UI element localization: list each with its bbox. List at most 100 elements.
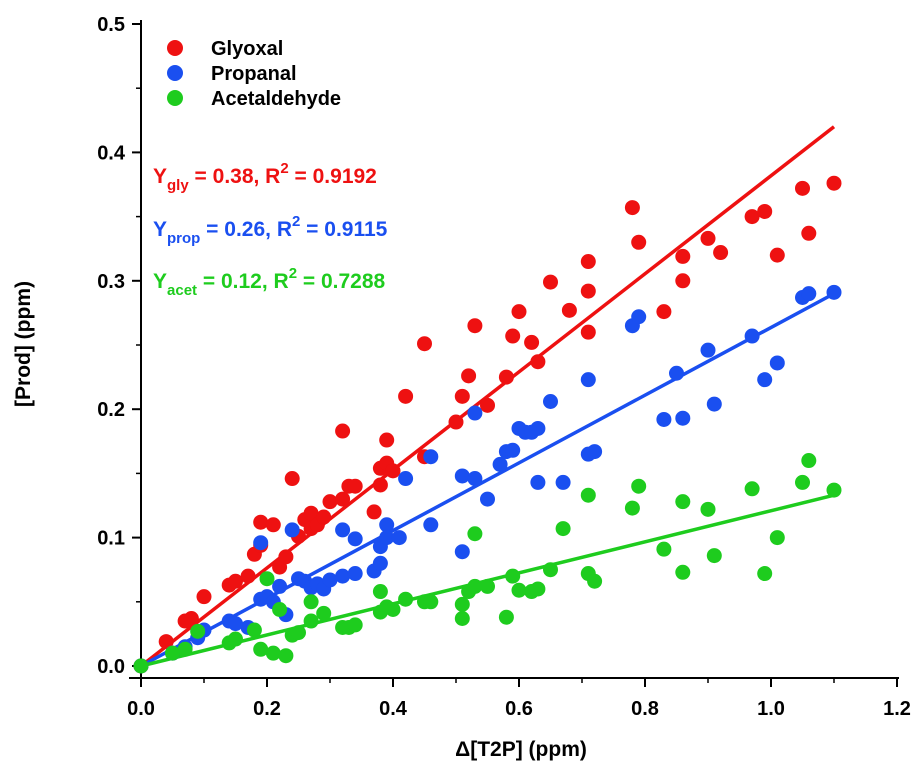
point-glyoxal: [278, 549, 294, 565]
point-glyoxal: [769, 247, 785, 263]
point-glyoxal: [461, 368, 477, 384]
point-propanal: [801, 286, 817, 302]
legend: Glyoxal Propanal Acetaldehyde: [167, 38, 341, 110]
point-propanal: [454, 468, 470, 484]
point-acetaldehyde: [467, 578, 483, 594]
point-glyoxal: [183, 610, 199, 626]
point-glyoxal: [826, 175, 842, 191]
point-acetaldehyde: [291, 625, 306, 641]
point-acetaldehyde: [454, 610, 470, 626]
x-axis-label: Δ[T2P] (ppm): [455, 738, 587, 761]
point-glyoxal: [713, 245, 729, 261]
point-acetaldehyde: [511, 582, 527, 598]
point-acetaldehyde: [530, 581, 546, 597]
point-glyoxal: [385, 463, 401, 479]
point-propanal: [530, 474, 546, 490]
x-tick-label: 1.2: [883, 698, 911, 720]
point-glyoxal: [801, 225, 817, 241]
point-acetaldehyde: [757, 566, 773, 582]
legend-label: Propanal: [211, 63, 297, 85]
fit-annotations: Ygly = 0.38, R2 = 0.9192 Yprop = 0.26, R2…: [153, 160, 388, 299]
point-glyoxal: [511, 304, 527, 320]
point-glyoxal: [580, 283, 596, 299]
point-acetaldehyde: [253, 641, 269, 657]
point-propanal: [706, 396, 722, 412]
point-glyoxal: [398, 388, 414, 404]
point-propanal: [467, 405, 483, 421]
point-glyoxal: [454, 388, 470, 404]
point-propanal: [580, 372, 596, 388]
point-glyoxal: [347, 478, 363, 494]
point-glyoxal: [624, 200, 640, 216]
point-propanal: [423, 517, 439, 533]
point-acetaldehyde: [587, 573, 603, 589]
point-acetaldehyde: [303, 594, 319, 610]
x-tick-label: 0.6: [505, 698, 533, 720]
point-propanal: [656, 411, 672, 427]
point-glyoxal: [379, 432, 395, 448]
point-glyoxal: [158, 634, 174, 650]
point-propanal: [744, 328, 760, 344]
point-acetaldehyde: [706, 548, 722, 564]
point-acetaldehyde: [555, 521, 571, 537]
point-glyoxal: [335, 423, 351, 439]
point-glyoxal: [543, 274, 558, 290]
point-glyoxal: [228, 573, 243, 589]
point-glyoxal: [675, 273, 691, 289]
point-propanal: [347, 566, 363, 582]
point-glyoxal: [580, 324, 596, 340]
point-propanal: [398, 471, 414, 487]
y-tick-label: 0.3: [97, 271, 125, 293]
point-acetaldehyde: [700, 501, 716, 517]
x-tick-label: 0.8: [631, 698, 659, 720]
point-acetaldehyde: [675, 494, 691, 510]
point-propanal: [228, 616, 243, 632]
point-glyoxal: [744, 209, 760, 225]
point-propanal: [335, 522, 351, 538]
point-glyoxal: [480, 397, 495, 413]
fit-line-propanal: [140, 292, 835, 668]
point-propanal: [372, 555, 388, 571]
point-acetaldehyde: [385, 602, 401, 618]
data-points: [133, 175, 842, 674]
point-propanal: [530, 420, 546, 436]
point-glyoxal: [240, 568, 256, 584]
point-acetaldehyde: [454, 596, 470, 612]
point-glyoxal: [335, 491, 351, 507]
fit-line-glyoxal: [139, 125, 836, 668]
point-propanal: [391, 530, 407, 546]
point-glyoxal: [524, 334, 540, 350]
y-tick-label: 0.2: [97, 399, 125, 421]
point-acetaldehyde: [272, 602, 288, 618]
point-glyoxal: [580, 254, 596, 270]
legend-marker: [167, 65, 183, 81]
point-glyoxal: [505, 328, 521, 344]
point-acetaldehyde: [769, 530, 785, 546]
point-propanal: [826, 284, 842, 300]
point-glyoxal: [675, 248, 691, 264]
point-acetaldehyde: [347, 617, 363, 633]
fit-equation-acetaldehyde: Yacet = 0.12, R2 = 0.7288: [153, 265, 386, 299]
point-acetaldehyde: [631, 478, 647, 494]
point-acetaldehyde: [190, 623, 206, 639]
point-propanal: [467, 471, 483, 487]
point-propanal: [272, 578, 288, 594]
point-propanal: [480, 491, 495, 507]
point-glyoxal: [196, 589, 212, 605]
point-acetaldehyde: [372, 584, 388, 600]
point-propanal: [492, 456, 508, 472]
point-acetaldehyde: [624, 500, 640, 516]
point-propanal: [700, 342, 716, 358]
point-acetaldehyde: [278, 648, 294, 664]
legend-label: Acetaldehyde: [211, 88, 341, 110]
point-propanal: [757, 372, 773, 388]
point-acetaldehyde: [656, 541, 672, 557]
point-acetaldehyde: [795, 474, 810, 490]
point-acetaldehyde: [303, 613, 319, 629]
point-glyoxal: [303, 505, 319, 521]
point-glyoxal: [795, 180, 810, 196]
point-propanal: [423, 449, 439, 465]
y-axis-label: [Prod] (ppm): [12, 281, 35, 407]
point-acetaldehyde: [580, 487, 596, 503]
point-propanal: [669, 365, 684, 381]
